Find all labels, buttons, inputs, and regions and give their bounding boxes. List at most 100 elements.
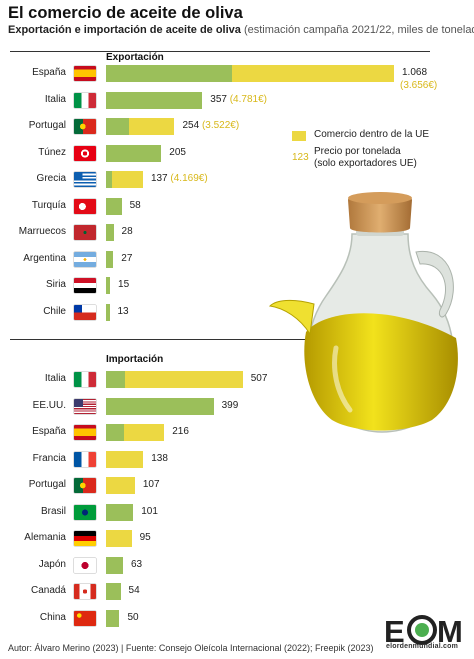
bar [106, 144, 162, 162]
bar [106, 424, 165, 441]
bar [106, 197, 122, 215]
bar-row-portugal: Portugal 107 [0, 476, 474, 496]
value-number: 50 [127, 611, 139, 623]
value-label: 54 [129, 585, 140, 596]
value-label: 107 [143, 479, 160, 490]
flag-spain-icon [74, 66, 96, 81]
bar [106, 91, 203, 109]
bar [106, 118, 175, 135]
bar-row-marruecos: Marruecos 28 [0, 223, 474, 243]
bar [106, 250, 114, 268]
category-label: España [32, 426, 66, 437]
category-label: Brasil [40, 505, 66, 517]
flag-tunisia-icon [74, 145, 96, 161]
price-label: (4.169€) [167, 173, 208, 184]
value-number: 216 [172, 426, 189, 437]
value-label: 507 [251, 373, 268, 384]
bar-segment-outside-eu [106, 171, 113, 188]
value-number: 357 [210, 93, 227, 105]
legend-price-sample: 123 [292, 152, 309, 163]
bar-row-ee-uu: EE.UU. 399 [0, 397, 474, 417]
bar-segment-outside-eu [106, 91, 203, 109]
export-section-divider [10, 51, 430, 52]
value-label: 95 [140, 532, 151, 543]
import-section-title: Importación [106, 354, 164, 365]
subtitle-note: (estimación campaña 2021/22, miles de to… [243, 24, 474, 36]
value-number: 138 [151, 452, 168, 464]
category-label: Túnez [38, 146, 66, 158]
legend-swatch-eu [292, 131, 306, 141]
value-label: 13 [118, 306, 129, 317]
bar [106, 65, 394, 82]
bar-row-italia: Italia 507 [0, 370, 474, 390]
bar-segment-outside-eu [106, 609, 120, 627]
bar-row-japon: Japón 63 [0, 556, 474, 576]
value-number: 63 [130, 558, 143, 570]
value-number: 137 [150, 173, 168, 184]
value-label: 50 [127, 612, 138, 623]
flag-argentina-icon [74, 251, 96, 267]
value-number: 28 [121, 226, 133, 237]
category-label: Japón [38, 558, 66, 570]
value-label: 15 [118, 279, 129, 290]
category-label: Chile [43, 305, 66, 317]
flag-chile-icon [74, 304, 96, 320]
value-label: 138 [151, 453, 168, 464]
bar [106, 583, 121, 600]
bar-row-italia: Italia 357 (4.781€) [0, 91, 474, 111]
flag-china-icon [74, 610, 96, 626]
bar [106, 397, 214, 415]
bar [106, 609, 120, 627]
value-number: 107 [142, 479, 160, 490]
bar-row-brasil: Brasil 101 [0, 503, 474, 523]
flag-spain-icon [74, 425, 96, 440]
logo-letter-e: E [384, 614, 405, 645]
category-label: Grecia [36, 173, 66, 184]
bar [106, 171, 143, 188]
value-label: 101 [141, 506, 158, 517]
value-number: 95 [139, 532, 151, 543]
bar-row-alemania: Alemania 95 [0, 529, 474, 549]
bar-segment-outside-eu [106, 144, 162, 162]
bar-segment-outside-eu [106, 503, 134, 521]
value-label: 357 (4.781€) [210, 94, 267, 105]
value-label: 28 [122, 226, 133, 237]
bar-segment-inside-eu [112, 171, 143, 188]
category-label: Alemania [24, 532, 66, 543]
flag-usa-icon [74, 398, 96, 414]
value-label: 254 (3.522€) [182, 120, 239, 131]
bar-row-turquia: Turquía 58 [0, 197, 474, 217]
flag-germany-icon [74, 531, 96, 546]
bar-segment-outside-eu [106, 118, 129, 135]
value-number: 54 [128, 585, 140, 596]
page-subtitle: Exportación e importación de aceite de o… [8, 24, 474, 36]
flag-syria-icon [74, 278, 96, 293]
bar [106, 450, 144, 468]
olive-oil-jug-illustration [268, 192, 458, 433]
legend-price-label: Precio por tonelada (solo exportadores UE… [314, 146, 417, 170]
export-section-title: Exportación [106, 52, 164, 63]
bar-row-china: China 50 [0, 609, 474, 629]
category-label: Siria [45, 279, 66, 290]
bar-row-francia: Francia 138 [0, 450, 474, 470]
value-label: 216 [172, 426, 189, 437]
bar [106, 277, 111, 294]
value-label: 1.068 [402, 67, 427, 78]
price-label: (4.781€) [226, 93, 267, 105]
bar-segment-inside-eu [106, 530, 132, 547]
subtitle-main: Exportación e importación de aceite de o… [8, 24, 241, 36]
category-label: Turquía [31, 199, 66, 211]
bar-row-chile: Chile 13 [0, 303, 474, 323]
bar-segment-outside-eu [106, 197, 122, 215]
value-label: 205 [169, 147, 186, 158]
category-label: Marruecos [18, 226, 66, 237]
bar-segment-inside-eu [128, 118, 175, 135]
value-label: 27 [121, 253, 132, 264]
bar [106, 503, 134, 521]
category-label: Francia [32, 452, 66, 464]
bar [106, 530, 132, 547]
bar [106, 303, 110, 321]
flag-greece-icon [74, 172, 96, 187]
flag-italy-icon [74, 92, 96, 108]
bar-segment-inside-eu [124, 371, 243, 388]
